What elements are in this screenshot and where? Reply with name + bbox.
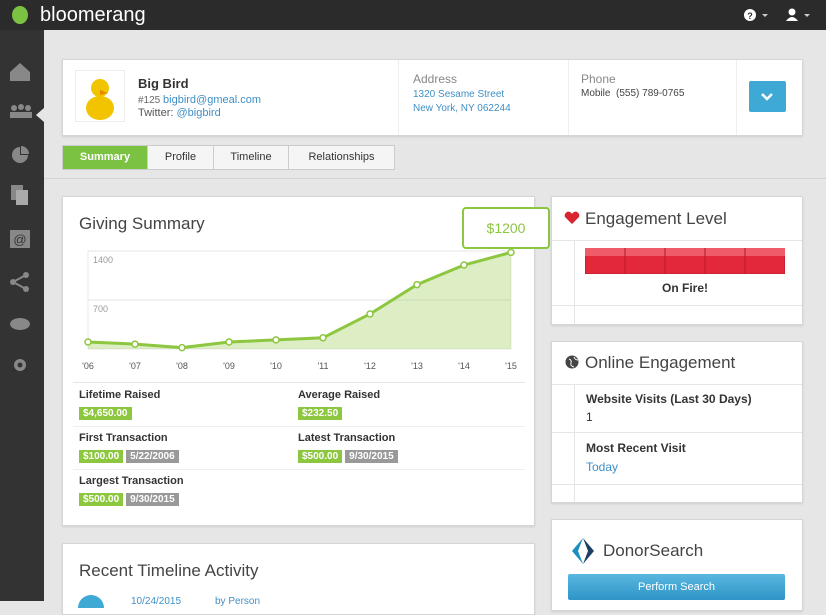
stat: First Transaction $100.00 5/22/2006 bbox=[79, 432, 182, 464]
point bbox=[460, 261, 468, 269]
globe-icon bbox=[565, 355, 579, 369]
x-tick-label: '09 bbox=[223, 361, 235, 371]
sidebar: @ bbox=[0, 30, 44, 601]
navbar: bloomerang ? bbox=[0, 0, 826, 30]
dropdown-button[interactable] bbox=[749, 81, 786, 112]
address-label: Address bbox=[413, 72, 458, 86]
stat-badge: $4,650.00 bbox=[79, 407, 132, 420]
visits: 1 bbox=[586, 410, 593, 424]
address-line: 1320 Sesame Street bbox=[413, 89, 505, 100]
x-tick-label: '13 bbox=[411, 361, 423, 371]
x-tick-label: '07 bbox=[129, 361, 141, 371]
stat-badge: $500.00 bbox=[79, 493, 124, 506]
stat: Latest Transaction $500.00 9/30/2015 bbox=[298, 432, 401, 464]
x-tick-label: '11 bbox=[317, 361, 328, 371]
point bbox=[225, 338, 233, 346]
contact-id: #125 bbox=[138, 95, 161, 106]
twitter-handle[interactable]: @bigbird bbox=[176, 107, 221, 119]
x-tick-label: '12 bbox=[364, 361, 376, 371]
y-tick-label: 700 bbox=[93, 304, 108, 314]
stat-label: Lifetime Raised bbox=[79, 389, 161, 401]
donorsearch-logo bbox=[572, 538, 594, 564]
x-tick-label: '15 bbox=[505, 361, 517, 371]
online-card: Online Engagement Website Visits (Last 3… bbox=[551, 341, 803, 503]
phone-type: Mobile bbox=[581, 88, 611, 99]
donorsearch-card: DonorSearch Perform Search bbox=[551, 519, 803, 611]
stat-badge: $500.00 bbox=[298, 450, 343, 463]
tab[interactable]: Profile bbox=[148, 146, 214, 169]
x-tick-label: '10 bbox=[270, 361, 282, 371]
stat-label: Latest Transaction bbox=[298, 432, 396, 444]
timeline-card: Recent Timeline Activity 10/24/2015 by P… bbox=[62, 543, 535, 615]
stat-label: First Transaction bbox=[79, 432, 168, 444]
engagement-title: Engagement Level bbox=[585, 209, 727, 228]
stat-label: Largest Transaction bbox=[79, 475, 184, 487]
logo bbox=[12, 6, 28, 24]
point bbox=[507, 248, 515, 257]
stat-badge: $232.50 bbox=[298, 407, 343, 420]
timeline-title: Recent Timeline Activity bbox=[79, 561, 259, 580]
point bbox=[131, 340, 139, 348]
stat-badge: 5/22/2006 bbox=[126, 450, 179, 463]
tab-bar: Summary Profile Timeline Relationships bbox=[62, 145, 395, 170]
point bbox=[366, 310, 374, 318]
tab[interactable]: Timeline bbox=[214, 146, 289, 169]
point bbox=[413, 280, 421, 289]
stat-badge: $100.00 bbox=[79, 450, 124, 463]
visits-label: Website Visits (Last 30 Days) bbox=[586, 392, 752, 406]
address[interactable]: 1320 Sesame Street New York, NY 062244 bbox=[413, 88, 511, 116]
timeline-date: 10/24/2015 bbox=[131, 596, 182, 607]
x-tick-label: '06 bbox=[82, 361, 94, 371]
chart: 700 1400 '06 '07 '08 '09 '10 '11 '12 '13 '14 '15 $12… bbox=[82, 207, 550, 371]
svg-text:?: ? bbox=[747, 11, 753, 21]
giving-card: Giving Summary 700 1400 '06 '07 '08 '09 '10 '11… bbox=[62, 196, 550, 526]
recent-label: Most Recent Visit bbox=[586, 441, 686, 455]
timeline-avatar bbox=[78, 595, 104, 608]
stat: Largest Transaction $500.00 9/30/2015 bbox=[79, 475, 184, 507]
point bbox=[84, 338, 92, 346]
y-tick-label: 1400 bbox=[93, 255, 113, 265]
point bbox=[178, 343, 186, 352]
area-fill bbox=[88, 252, 511, 349]
x-tick-label: '14 bbox=[458, 361, 470, 371]
stat-badge: 9/30/2015 bbox=[126, 493, 179, 506]
stat: Average Raised $232.50 bbox=[298, 389, 380, 421]
stat-badge: 9/30/2015 bbox=[345, 450, 398, 463]
stat: Lifetime Raised $4,650.00 bbox=[79, 389, 160, 421]
tooltip-box bbox=[462, 207, 550, 249]
sidebar-icons[interactable]: @ bbox=[0, 30, 44, 601]
brand[interactable]: bloomerang bbox=[40, 4, 146, 26]
contact-email[interactable]: bigbird@gmeal.com bbox=[163, 94, 262, 106]
engagement-status: On Fire! bbox=[661, 281, 708, 295]
contact-card: Big Bird #125 bigbird@gmeal.com Twitter:… bbox=[62, 59, 803, 136]
tab[interactable]: Relationships bbox=[308, 151, 375, 163]
twitter-label: Twitter: bbox=[138, 107, 174, 119]
timeline-by: by Person bbox=[215, 596, 261, 607]
line bbox=[87, 250, 512, 350]
phone: (555) 789-0765 bbox=[616, 88, 685, 99]
recent: Today bbox=[586, 460, 619, 474]
tooltip: $1200 bbox=[487, 220, 526, 236]
nav-icons[interactable]: ? bbox=[742, 8, 822, 24]
avatar bbox=[75, 70, 125, 122]
point bbox=[319, 334, 327, 342]
address-line: New York, NY 062244 bbox=[413, 103, 511, 114]
stat-label: Average Raised bbox=[298, 389, 381, 401]
point bbox=[272, 336, 280, 344]
tab[interactable]: Summary bbox=[63, 146, 148, 169]
engagement-meter bbox=[585, 248, 785, 274]
perform-search-button[interactable]: Perform Search bbox=[568, 574, 785, 600]
chart-title: Giving Summary bbox=[79, 214, 205, 233]
svg-text:@: @ bbox=[13, 232, 26, 247]
phone-label: Phone bbox=[581, 72, 616, 86]
engagement-card: Engagement Level On Fire! bbox=[551, 196, 803, 325]
heart-icon bbox=[564, 211, 580, 224]
donorsearch-title: DonorSearch bbox=[603, 541, 704, 560]
x-tick-label: '08 bbox=[176, 361, 188, 371]
online-title: Online Engagement bbox=[585, 353, 736, 372]
contact-name: Big Bird bbox=[138, 76, 189, 91]
